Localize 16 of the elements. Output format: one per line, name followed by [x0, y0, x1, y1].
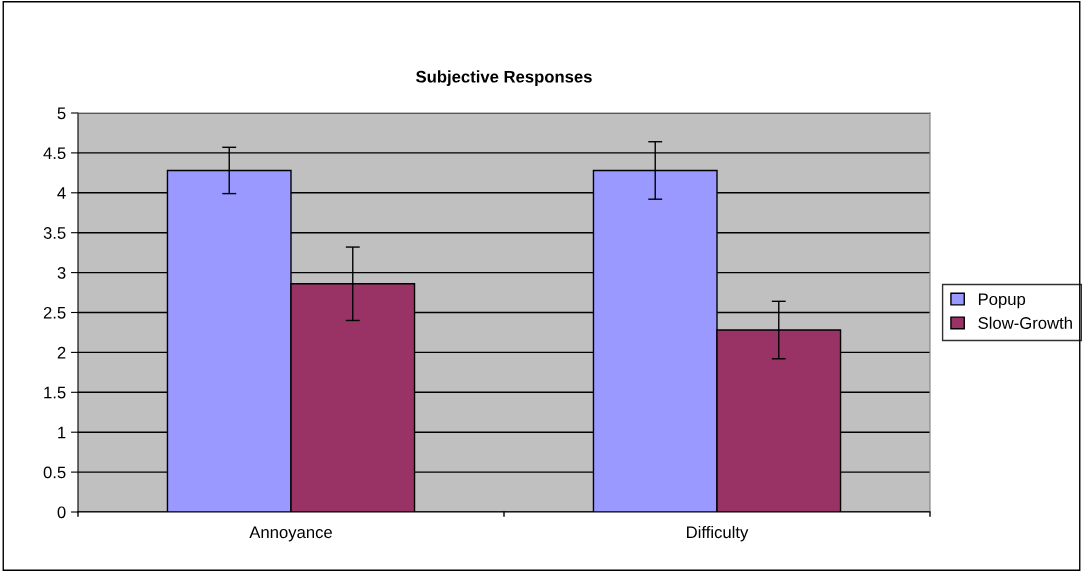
x-tick-label: Annoyance — [249, 526, 332, 542]
y-tick-label: 1 — [58, 426, 66, 439]
y-tick-label: 2 — [57, 346, 66, 359]
y-tick-label: 0 — [57, 506, 66, 519]
y-tick-label: 3.5 — [43, 227, 66, 239]
y-tick-label: 4.5 — [43, 147, 66, 160]
legend-label: Slow-Growth — [978, 316, 1072, 329]
x-tick-label: Difficulty — [687, 525, 749, 542]
y-tick-label: 4 — [57, 187, 66, 199]
y-tick-label: 5 — [57, 107, 66, 120]
y-tick-label: 2.5 — [43, 306, 66, 319]
y-tick-label: 1.5 — [44, 386, 66, 399]
y-tick-label: 0.5 — [43, 466, 66, 479]
chart-title: Subjective Responses — [416, 70, 592, 86]
y-tick-label: 3 — [57, 267, 66, 279]
legend-label: Popup — [978, 293, 1026, 309]
